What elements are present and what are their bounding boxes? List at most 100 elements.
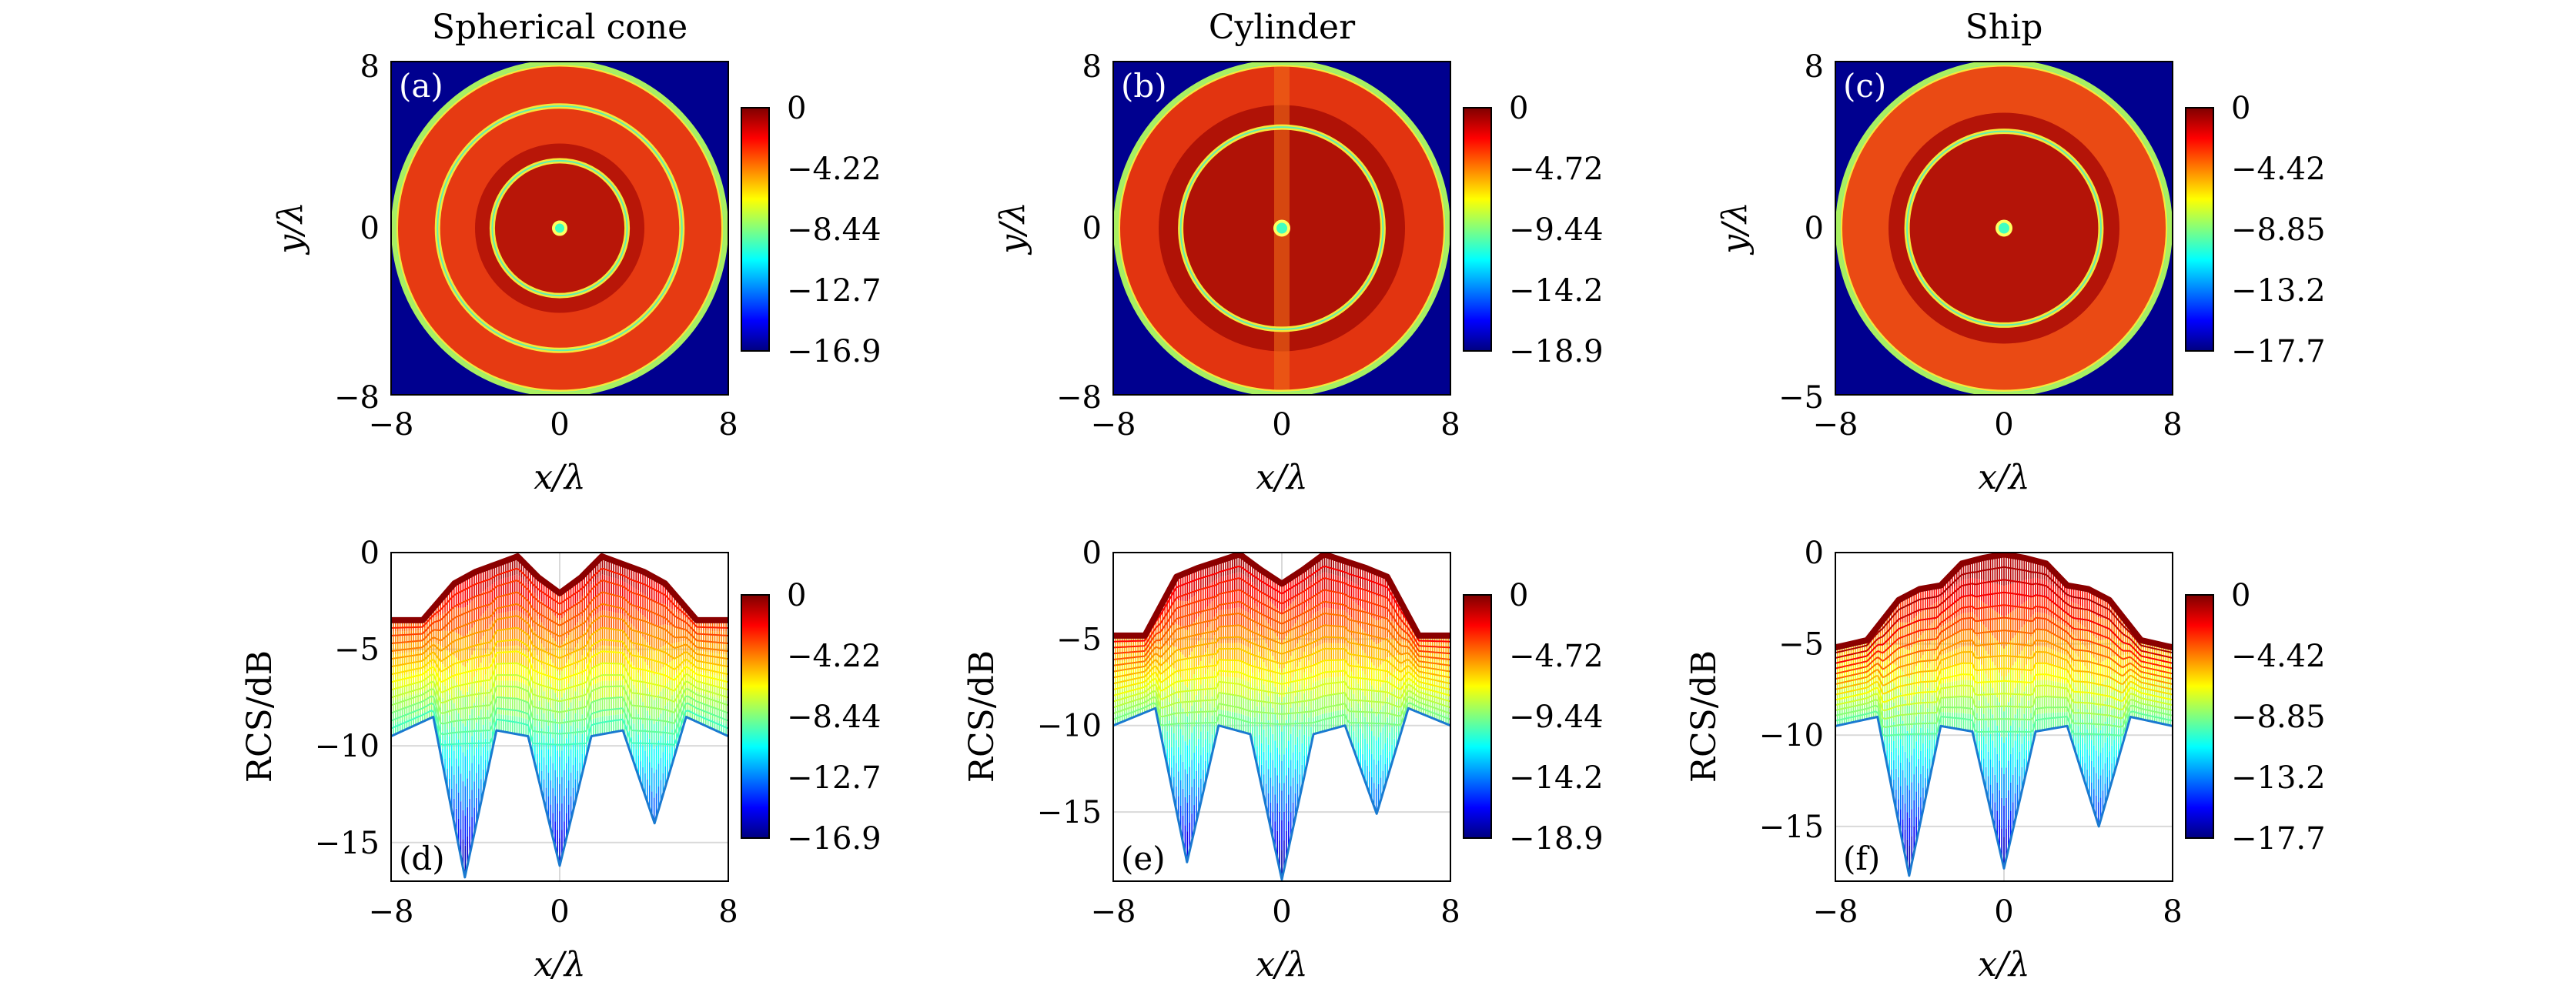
cbtick-c-1: −4.42 (2231, 152, 2326, 187)
mesh-contour-d-4 (391, 685, 728, 714)
xtick-e-right: 8 (1440, 894, 1460, 930)
panel-f: (f) 0−5−10−15 −8 0 8 x/λ RCS/dB 0 −4.42 … (1684, 536, 2326, 984)
ytick-f-3: −15 (1759, 810, 1824, 845)
ylabel-e: RCS/dB (962, 650, 1002, 783)
ytick-c-mid: 0 (1805, 211, 1824, 246)
upper-envelope-f (1835, 553, 2173, 651)
xtick-f-left: −8 (1813, 894, 1858, 930)
xtick-a-left: −8 (369, 407, 414, 443)
mesh-contour-d-8 (391, 638, 728, 676)
cbtick-b-2: −9.44 (1509, 212, 1604, 248)
xtick-d-left: −8 (369, 894, 414, 930)
mesh-contour-e-12 (1113, 589, 1450, 655)
mesh-contour-f-9 (1835, 628, 2173, 680)
center-dip-b (1273, 219, 1290, 237)
mesh-contour-e-10 (1113, 612, 1450, 666)
rings-a (391, 62, 728, 395)
xlabel-b: x/λ (1256, 458, 1308, 497)
colorbar-e (1463, 594, 1492, 839)
mesh-contour-f-2 (1835, 704, 2173, 729)
mesh-contour-e-4 (1113, 680, 1450, 703)
cbtick-a-2: −8.44 (787, 212, 882, 248)
cbtick-b-0: 0 (1509, 91, 1528, 126)
ytick-a-top: 8 (360, 49, 380, 85)
profile-d (391, 553, 728, 879)
cbtick-c-3: −13.2 (2231, 273, 2326, 309)
xtick-a-mid: 0 (550, 407, 569, 443)
colorbar-f (2185, 594, 2214, 839)
mesh-contour-f-13 (1835, 579, 2173, 659)
colorbar-b (1463, 107, 1492, 352)
panel-label-c: (c) (1843, 67, 1886, 105)
panel-d: (d) 0−5−10−15 −8 0 8 x/λ RCS/dB 0 −4.22 … (240, 536, 882, 984)
xlabel-a: x/λ (534, 458, 586, 497)
mesh-contour-d-14 (391, 567, 728, 629)
cbtick-c-4: −17.7 (2231, 334, 2326, 369)
cbtick-f-1: −4.42 (2231, 639, 2326, 674)
center-dip-c (1996, 219, 2012, 237)
cbtick-e-1: −4.72 (1509, 639, 1604, 674)
ytick-c-top: 8 (1805, 49, 1824, 85)
mesh-contour-e-3 (1113, 690, 1450, 709)
xtick-b-left: −8 (1091, 407, 1136, 443)
mesh-contour-f-4 (1835, 684, 2173, 712)
cbtick-b-3: −14.2 (1509, 273, 1604, 309)
ylabel-a: y/λ (271, 202, 310, 256)
cbtick-b-1: −4.72 (1509, 152, 1604, 187)
upper-envelope-d (391, 553, 728, 623)
title-a: Spherical cone (432, 8, 687, 47)
mesh-contour-f-12 (1835, 591, 2173, 664)
cbtick-d-1: −4.22 (787, 639, 882, 674)
mesh-contour-d-10 (391, 615, 728, 660)
mesh-contour-d-7 (391, 650, 728, 683)
frame-d (390, 552, 729, 882)
cbtick-a-4: −16.9 (787, 334, 882, 369)
mesh-contour-f-5 (1835, 673, 2173, 703)
mesh-contour-d-12 (391, 591, 728, 645)
ytick-f-0: 0 (1805, 536, 1824, 571)
cbtick-d-4: −16.9 (787, 821, 882, 857)
xtick-c-left: −8 (1813, 407, 1858, 443)
mesh-contour-e-14 (1113, 565, 1450, 643)
ytick-b-top: 8 (1082, 49, 1102, 85)
mesh-contour-e-6 (1113, 659, 1450, 690)
xlabel-d: x/λ (534, 945, 586, 984)
panel-e: (e) 0−5−10−15 −8 0 8 x/λ RCS/dB 0 −4.72 … (962, 536, 1604, 984)
mesh-contour-e-5 (1113, 670, 1450, 696)
colorbar-d (741, 594, 770, 839)
title-b: Cylinder (1209, 8, 1356, 47)
frame-f (1835, 552, 2173, 882)
mesh-contour-d-6 (391, 662, 728, 693)
mesh-contour-e-11 (1113, 600, 1450, 660)
panel-a: Spherical cone (a) 8 0 −8 −8 0 8 x/λ y/λ… (271, 8, 882, 497)
ring-core-a-0 (491, 159, 628, 297)
mesh-contour-f-8 (1835, 640, 2173, 685)
cbtick-e-0: 0 (1509, 578, 1528, 613)
ytick-a-mid: 0 (360, 211, 380, 246)
xtick-a-right: 8 (718, 407, 738, 443)
ytick-a-bot: −8 (334, 380, 380, 416)
mesh-contour-d-2 (391, 702, 728, 736)
ylabel-c: y/λ (1715, 202, 1755, 256)
cbtick-a-1: −4.22 (787, 152, 882, 187)
ytick-e-3: −15 (1037, 795, 1102, 830)
xtick-e-left: −8 (1091, 894, 1136, 930)
mesh-contour-d-13 (391, 579, 728, 636)
mesh-contour-d-9 (391, 626, 728, 668)
panel-label-b: (b) (1121, 67, 1167, 105)
title-c: Ship (1965, 8, 2043, 47)
ring-core-b-0 (1179, 126, 1384, 330)
mesh-contour-f-6 (1835, 662, 2173, 696)
colorbar-a (741, 107, 770, 352)
frame-c (1835, 61, 2173, 396)
xtick-c-mid: 0 (1994, 407, 2013, 443)
mesh-contour-e-1 (1113, 702, 1450, 726)
ylabel-b: y/λ (993, 202, 1032, 256)
ylabel-f: RCS/dB (1684, 650, 1724, 783)
mesh-contour-f-11 (1835, 604, 2173, 670)
mesh-contour-e-8 (1113, 636, 1450, 679)
panel-label-a: (a) (399, 67, 443, 105)
cbtick-e-3: −14.2 (1509, 760, 1604, 796)
cbtick-d-0: 0 (787, 578, 806, 613)
ytick-d-3: −15 (315, 826, 380, 861)
